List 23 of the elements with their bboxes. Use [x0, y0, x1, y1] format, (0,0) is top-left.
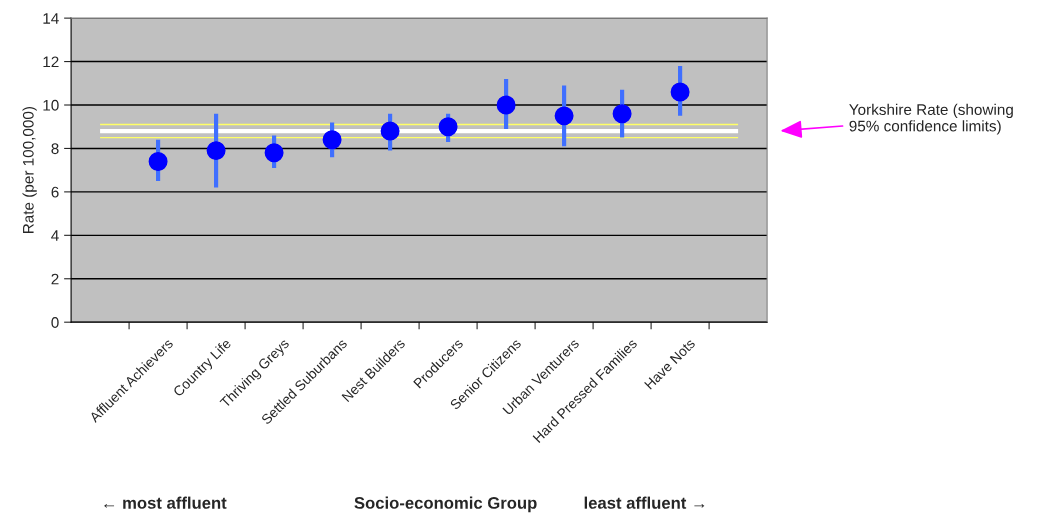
point	[322, 130, 342, 150]
y-tick-label: 6	[51, 186, 59, 198]
point	[438, 117, 458, 137]
point	[670, 82, 690, 102]
point	[612, 104, 632, 124]
y-tick-label: 2	[51, 273, 59, 285]
x-axis-title: Socio-economic Group	[354, 496, 537, 513]
y-tick-label: 0	[51, 317, 59, 328]
y-tick-label: 14	[43, 13, 59, 24]
text: Yorkshire Rate (showing 95% confidence limits)	[849, 103, 1013, 135]
y-tick-label: 8	[51, 143, 59, 155]
y-axis-title: Rate (per 100,000)	[22, 106, 37, 234]
y-tick-label: 12	[43, 56, 59, 68]
point	[496, 95, 516, 115]
point	[554, 106, 574, 126]
point	[148, 151, 168, 171]
y-tick-label: 4	[51, 230, 59, 241]
y-tick-label: 10	[43, 99, 59, 111]
text: ← most affluent	[104, 496, 227, 509]
point	[206, 141, 226, 161]
point	[264, 143, 284, 163]
point	[380, 121, 400, 141]
text: least affluent →	[584, 496, 705, 509]
